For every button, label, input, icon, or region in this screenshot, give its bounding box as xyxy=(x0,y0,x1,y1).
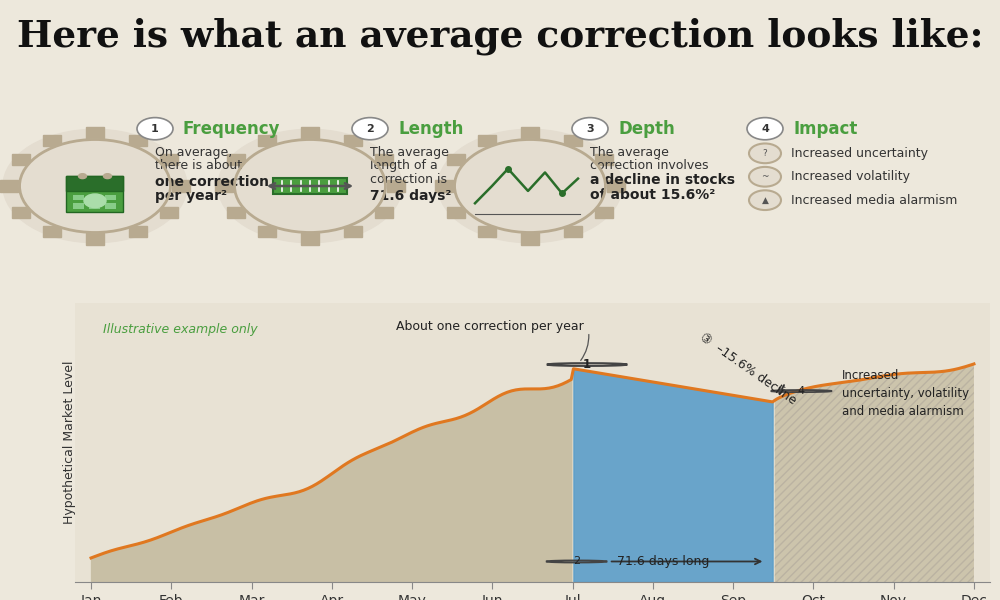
Text: On average,: On average, xyxy=(155,146,232,158)
FancyBboxPatch shape xyxy=(129,134,147,146)
Circle shape xyxy=(218,130,402,242)
Text: 4: 4 xyxy=(798,386,805,396)
Text: About one correction per year: About one correction per year xyxy=(396,320,584,334)
FancyBboxPatch shape xyxy=(88,203,100,209)
FancyBboxPatch shape xyxy=(344,226,362,238)
Text: The average: The average xyxy=(370,146,449,158)
Y-axis label: Hypothetical Market Level: Hypothetical Market Level xyxy=(63,361,76,524)
Circle shape xyxy=(20,140,170,232)
FancyBboxPatch shape xyxy=(607,181,625,191)
FancyBboxPatch shape xyxy=(521,127,539,139)
Text: Frequency: Frequency xyxy=(183,119,280,137)
Circle shape xyxy=(749,190,781,210)
Circle shape xyxy=(235,140,385,232)
FancyBboxPatch shape xyxy=(301,233,319,245)
FancyBboxPatch shape xyxy=(43,134,61,146)
Circle shape xyxy=(104,173,112,179)
FancyBboxPatch shape xyxy=(375,207,393,218)
Text: 2: 2 xyxy=(366,124,374,134)
Text: ~: ~ xyxy=(761,172,769,181)
FancyBboxPatch shape xyxy=(564,134,582,146)
Text: Illustrative example only: Illustrative example only xyxy=(103,323,258,336)
FancyBboxPatch shape xyxy=(160,154,178,165)
FancyBboxPatch shape xyxy=(0,181,18,191)
Text: ▲: ▲ xyxy=(762,196,768,205)
FancyBboxPatch shape xyxy=(172,181,190,191)
Circle shape xyxy=(572,118,608,140)
Circle shape xyxy=(749,167,781,187)
Text: 3: 3 xyxy=(586,124,594,134)
FancyBboxPatch shape xyxy=(72,194,84,200)
FancyBboxPatch shape xyxy=(387,181,405,191)
FancyBboxPatch shape xyxy=(478,134,496,146)
FancyBboxPatch shape xyxy=(595,207,613,218)
Text: correction involves: correction involves xyxy=(590,159,708,172)
FancyBboxPatch shape xyxy=(104,194,116,200)
Text: correction is: correction is xyxy=(370,173,447,186)
Circle shape xyxy=(438,130,622,242)
FancyBboxPatch shape xyxy=(447,207,465,218)
FancyBboxPatch shape xyxy=(66,176,123,191)
FancyBboxPatch shape xyxy=(227,154,245,165)
Text: Increased volatility: Increased volatility xyxy=(791,170,910,183)
Circle shape xyxy=(78,173,87,179)
FancyBboxPatch shape xyxy=(375,154,393,165)
Circle shape xyxy=(455,140,605,232)
FancyBboxPatch shape xyxy=(447,154,465,165)
Circle shape xyxy=(137,118,173,140)
FancyBboxPatch shape xyxy=(12,207,30,218)
Circle shape xyxy=(747,118,783,140)
Text: Impact: Impact xyxy=(793,119,857,137)
FancyBboxPatch shape xyxy=(273,178,347,194)
FancyBboxPatch shape xyxy=(12,154,30,165)
FancyBboxPatch shape xyxy=(258,134,276,146)
Circle shape xyxy=(84,194,106,208)
Text: 71.6 days long: 71.6 days long xyxy=(617,555,709,568)
Text: Depth: Depth xyxy=(618,119,675,137)
FancyBboxPatch shape xyxy=(129,226,147,238)
FancyBboxPatch shape xyxy=(43,226,61,238)
Text: 71.6 days²: 71.6 days² xyxy=(370,190,451,203)
FancyBboxPatch shape xyxy=(86,233,104,245)
FancyBboxPatch shape xyxy=(301,127,319,139)
FancyBboxPatch shape xyxy=(595,154,613,165)
Text: Increased uncertainty: Increased uncertainty xyxy=(791,147,928,160)
FancyBboxPatch shape xyxy=(72,203,84,209)
Text: per year²: per year² xyxy=(155,190,227,203)
Text: Here is what an average correction looks like:: Here is what an average correction looks… xyxy=(17,17,983,55)
FancyBboxPatch shape xyxy=(564,226,582,238)
Text: The average: The average xyxy=(590,146,669,158)
Text: 4: 4 xyxy=(761,124,769,134)
Text: Increased
uncertainty, volatility
and media alarmism: Increased uncertainty, volatility and me… xyxy=(842,370,969,418)
Text: ③  –15.6% decline: ③ –15.6% decline xyxy=(697,331,798,407)
Text: 1: 1 xyxy=(583,358,591,371)
FancyBboxPatch shape xyxy=(66,176,123,212)
Text: one correction: one correction xyxy=(155,175,269,188)
Text: Increased media alarmism: Increased media alarmism xyxy=(791,194,957,206)
FancyBboxPatch shape xyxy=(258,226,276,238)
Text: there is about: there is about xyxy=(155,159,242,172)
FancyBboxPatch shape xyxy=(227,207,245,218)
FancyBboxPatch shape xyxy=(344,134,362,146)
Text: of about 15.6%²: of about 15.6%² xyxy=(590,188,715,202)
Text: 2: 2 xyxy=(573,556,580,566)
FancyBboxPatch shape xyxy=(104,203,116,209)
Text: length of a: length of a xyxy=(370,159,438,172)
FancyBboxPatch shape xyxy=(478,226,496,238)
Text: a decline in stocks: a decline in stocks xyxy=(590,173,735,187)
FancyBboxPatch shape xyxy=(215,181,233,191)
Text: Length: Length xyxy=(398,119,463,137)
Text: 1: 1 xyxy=(151,124,159,134)
Circle shape xyxy=(749,143,781,163)
FancyBboxPatch shape xyxy=(435,181,453,191)
FancyBboxPatch shape xyxy=(521,233,539,245)
FancyBboxPatch shape xyxy=(160,207,178,218)
Circle shape xyxy=(3,130,187,242)
FancyBboxPatch shape xyxy=(88,194,100,200)
Circle shape xyxy=(352,118,388,140)
Text: ?: ? xyxy=(763,149,767,158)
FancyBboxPatch shape xyxy=(86,127,104,139)
